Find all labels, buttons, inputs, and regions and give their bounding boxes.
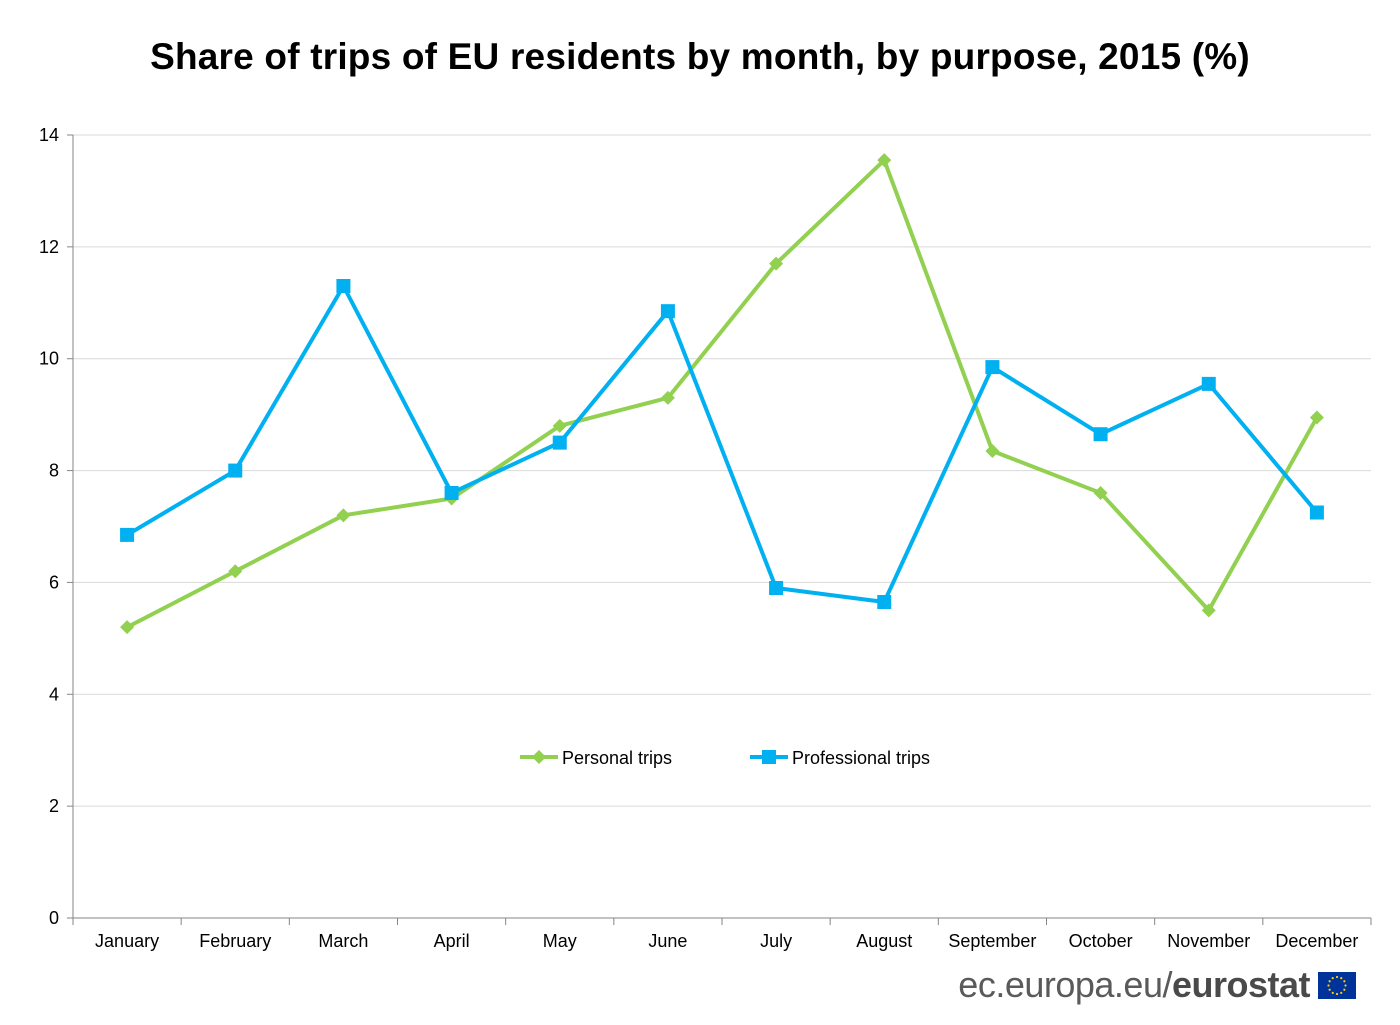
legend-label: Professional trips — [792, 748, 930, 768]
source-domain: ec.europa.eu/ — [958, 964, 1172, 1005]
flag-star — [1328, 988, 1331, 991]
x-tick-label: March — [318, 931, 368, 951]
legend: Personal trips Professional trips — [520, 748, 930, 768]
data-point — [877, 595, 892, 610]
data-point — [660, 390, 675, 405]
data-point — [1093, 427, 1108, 442]
data-point — [552, 418, 567, 433]
y-tick-label: 14 — [39, 125, 59, 145]
legend-label: Personal trips — [562, 748, 672, 768]
y-tick-label: 2 — [49, 796, 59, 816]
flag-star — [1335, 975, 1339, 979]
data-point — [985, 360, 1000, 375]
series-line — [125, 158, 1319, 630]
data-point — [769, 256, 784, 271]
x-tick-label: January — [95, 931, 159, 951]
axes — [67, 134, 1372, 925]
x-axis-tick-labels: January February March April May June July Augu… — [95, 931, 1358, 951]
chart-title: Share of trips of EU residents by month,… — [150, 36, 1250, 77]
flag-star — [1331, 991, 1334, 994]
flag-star — [1343, 980, 1346, 983]
data-point — [985, 443, 1000, 458]
data-point — [228, 564, 243, 579]
series — [120, 153, 1324, 635]
data-point — [336, 508, 351, 523]
data-point — [769, 581, 784, 596]
flag-star — [1340, 977, 1343, 980]
x-tick-label: November — [1167, 931, 1250, 951]
x-tick-label: July — [760, 931, 792, 951]
y-tick-label: 12 — [39, 237, 59, 257]
legend-item: Personal trips — [520, 748, 672, 768]
series-personal-trips — [120, 153, 1324, 635]
gridlines — [73, 134, 1371, 807]
y-tick-label: 0 — [49, 908, 59, 928]
legend-marker — [762, 750, 776, 764]
data-point — [1309, 505, 1324, 520]
y-tick-label: 8 — [49, 461, 59, 481]
x-tick-label: June — [648, 931, 687, 951]
flag-star — [1331, 977, 1334, 980]
series-professional-trips — [120, 279, 1324, 610]
y-tick-label: 6 — [49, 572, 59, 592]
y-tick-label: 10 — [39, 349, 59, 369]
x-tick-label: May — [543, 931, 577, 951]
y-axis-tick-labels: 0 2 4 6 8 10 12 14 — [39, 125, 59, 928]
data-point — [877, 153, 892, 168]
data-point — [552, 435, 567, 450]
data-point — [1201, 603, 1216, 618]
x-tick-label: September — [948, 931, 1036, 951]
data-point — [228, 463, 243, 478]
data-point — [1309, 410, 1324, 425]
data-point — [444, 485, 459, 500]
data-point — [120, 527, 135, 542]
x-tick-label: December — [1275, 931, 1358, 951]
source-brand: eurostat — [1171, 964, 1311, 1005]
data-point — [1201, 376, 1216, 391]
data-point — [336, 279, 351, 294]
flag-star — [1328, 980, 1331, 983]
flag-star — [1343, 988, 1346, 991]
flag-star — [1327, 984, 1330, 987]
x-tick-label: April — [434, 931, 470, 951]
x-tick-label: February — [199, 931, 271, 951]
y-tick-label: 4 — [49, 684, 59, 704]
flag-star — [1340, 991, 1343, 994]
x-tick-label: October — [1069, 931, 1133, 951]
series-line — [125, 284, 1319, 605]
flag-star — [1335, 992, 1339, 996]
x-tick-label: August — [856, 931, 912, 951]
data-point — [660, 304, 675, 319]
source-credit: ec.europa.eu/eurostat — [958, 964, 1310, 1006]
legend-item: Professional trips — [750, 748, 930, 768]
data-point — [120, 620, 135, 635]
flag-star — [1344, 984, 1347, 987]
legend-marker — [532, 750, 546, 764]
eu-flag-icon — [1318, 972, 1356, 999]
data-point — [1093, 485, 1108, 500]
